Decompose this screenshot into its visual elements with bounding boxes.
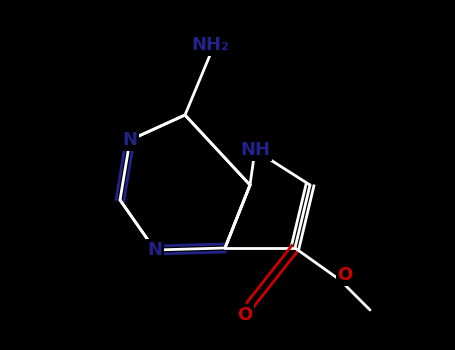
Text: N: N <box>147 241 162 259</box>
Text: O: O <box>337 266 353 284</box>
Text: NH: NH <box>240 141 270 159</box>
Text: NH₂: NH₂ <box>191 36 229 54</box>
Text: O: O <box>238 306 253 324</box>
Text: N: N <box>122 131 137 149</box>
